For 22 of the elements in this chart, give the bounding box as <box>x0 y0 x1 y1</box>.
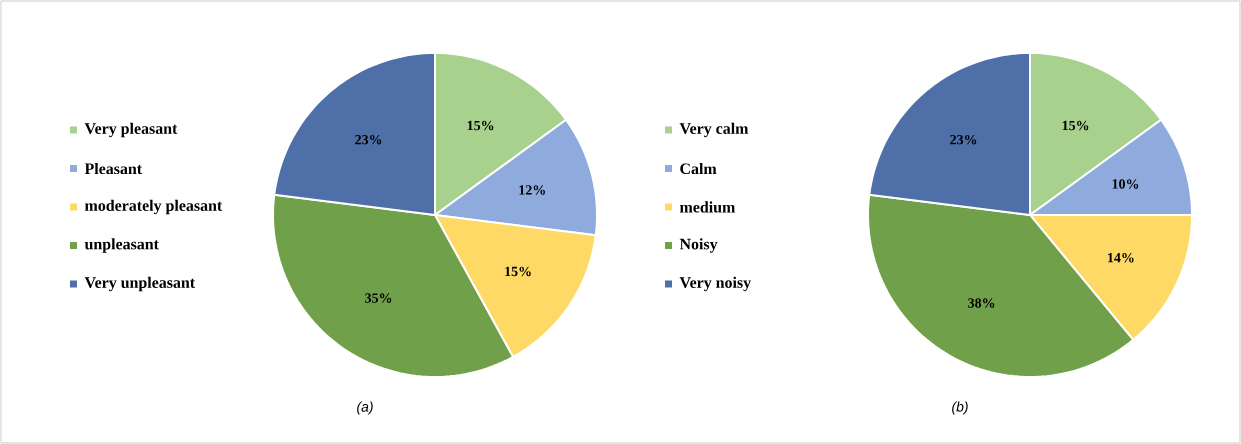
data-label: 23% <box>355 134 382 145</box>
legend-label: Very noisy <box>679 276 751 292</box>
legend-label: Very pleasant <box>84 122 178 138</box>
data-label: 23% <box>950 134 977 145</box>
legend-label: Very calm <box>679 122 749 138</box>
data-label: 10% <box>1112 179 1139 189</box>
data-label: 12% <box>519 185 545 195</box>
data-label: 14% <box>1108 253 1134 263</box>
data-label: 15% <box>505 266 531 277</box>
data-label: 35% <box>365 293 392 303</box>
text: (b) <box>952 401 968 415</box>
legend-label: Very unpleasant <box>84 276 196 292</box>
legend-label: moderately pleasant <box>84 199 223 215</box>
legend-label: Pleasant <box>84 162 143 175</box>
data-label: 15% <box>1062 120 1089 131</box>
text: (a) <box>357 401 373 415</box>
legend-label: Noisy <box>679 238 718 253</box>
data-label: 38% <box>968 298 995 308</box>
legend-label: medium <box>679 201 736 213</box>
legend-label: Calm <box>680 162 717 175</box>
data-label: 15% <box>467 120 494 131</box>
legend-label: unpleasant <box>84 238 159 253</box>
